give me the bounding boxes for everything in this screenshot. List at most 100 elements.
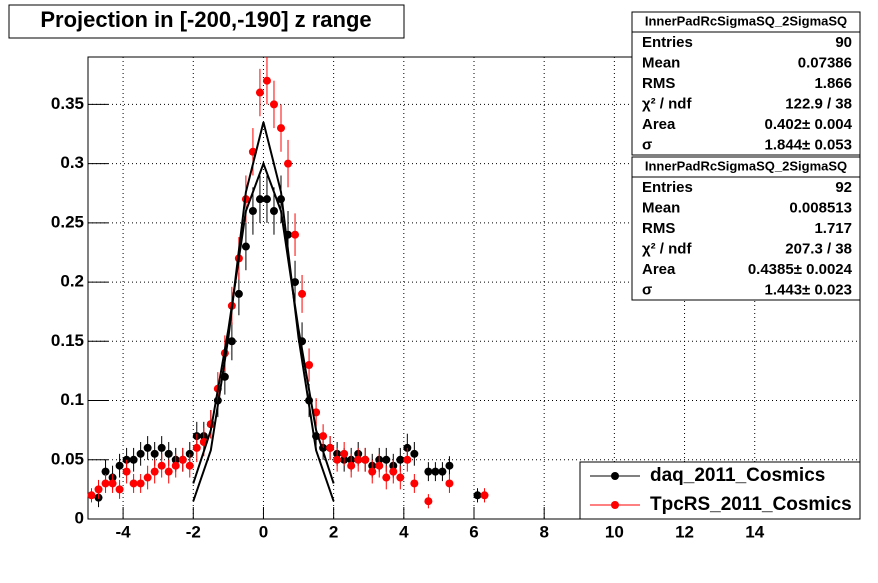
data-point bbox=[389, 467, 398, 476]
legend-box bbox=[579, 461, 861, 520]
data-point bbox=[284, 159, 293, 168]
data-point bbox=[157, 461, 166, 470]
fit-curve bbox=[192, 160, 335, 484]
chart-title: Projection in [-200,-190] z range bbox=[40, 7, 371, 32]
x-tick-label: -2 bbox=[186, 522, 201, 541]
data-point bbox=[164, 467, 173, 476]
stats-label: σ bbox=[642, 281, 652, 298]
stats-title: InnerPadRcSigmaSQ_2SigmaSQ bbox=[645, 158, 847, 173]
data-point bbox=[269, 100, 278, 109]
data-point bbox=[150, 449, 159, 458]
stats-value: 207.3 / 38 bbox=[785, 240, 852, 257]
data-point bbox=[115, 461, 124, 470]
data-point bbox=[403, 455, 412, 464]
data-point bbox=[227, 337, 236, 346]
data-point bbox=[164, 449, 173, 458]
x-tick-label: 8 bbox=[539, 522, 548, 541]
data-point bbox=[136, 479, 145, 488]
x-tick-label: 10 bbox=[605, 522, 624, 541]
x-tick-label: -4 bbox=[116, 522, 132, 541]
data-point bbox=[262, 195, 271, 204]
data-point bbox=[101, 479, 110, 488]
data-point bbox=[347, 461, 356, 470]
stats-value: 1.443± 0.023 bbox=[765, 281, 852, 298]
data-point bbox=[361, 455, 370, 464]
data-point bbox=[143, 443, 152, 452]
y-tick-label: 0.15 bbox=[51, 331, 84, 350]
data-point bbox=[255, 88, 264, 97]
data-point bbox=[382, 455, 391, 464]
stats-label: Mean bbox=[642, 54, 680, 71]
data-point bbox=[396, 455, 405, 464]
data-point bbox=[277, 124, 285, 133]
x-tick-label: 4 bbox=[399, 522, 409, 541]
data-point bbox=[438, 467, 447, 476]
data-point bbox=[248, 207, 257, 215]
data-point bbox=[108, 479, 117, 488]
data-point bbox=[319, 432, 328, 441]
stats-label: Area bbox=[642, 261, 676, 278]
stats-value: 0.07386 bbox=[798, 54, 852, 71]
data-point bbox=[115, 485, 124, 494]
stats-label: χ² / ndf bbox=[642, 240, 692, 257]
stats-label: Entries bbox=[642, 179, 693, 196]
data-point bbox=[129, 479, 138, 488]
legend-label: daq_2011_Cosmics bbox=[650, 465, 825, 486]
stats-value: 1.717 bbox=[814, 220, 852, 237]
data-point bbox=[480, 491, 489, 500]
data-point bbox=[241, 242, 250, 251]
title-box bbox=[8, 4, 405, 39]
data-point bbox=[255, 195, 264, 204]
stats-box bbox=[631, 156, 861, 301]
stats-label: Area bbox=[642, 116, 676, 133]
data-point bbox=[382, 473, 391, 482]
stats-value: 0.008513 bbox=[789, 199, 852, 216]
x-tick-label: 0 bbox=[259, 522, 268, 541]
data-point bbox=[424, 467, 433, 476]
data-point bbox=[291, 230, 300, 239]
y-tick-label: 0.2 bbox=[60, 272, 84, 291]
stats-value: 0.4385± 0.0024 bbox=[748, 261, 853, 278]
y-tick-label: 0.05 bbox=[51, 449, 84, 468]
data-point bbox=[445, 479, 454, 488]
data-point bbox=[473, 491, 482, 500]
data-point bbox=[143, 473, 152, 482]
stats-value: 92 bbox=[835, 179, 852, 196]
stats-label: Mean bbox=[642, 199, 680, 216]
data-point bbox=[431, 467, 440, 476]
data-point bbox=[333, 455, 342, 464]
y-tick-label: 0.25 bbox=[51, 212, 84, 231]
data-point bbox=[192, 443, 201, 452]
stats-box bbox=[631, 11, 861, 156]
data-point bbox=[340, 449, 349, 458]
data-point bbox=[101, 467, 110, 476]
data-point bbox=[185, 461, 194, 470]
y-tick-label: 0 bbox=[75, 508, 84, 527]
stats-value: 0.402± 0.004 bbox=[765, 116, 853, 133]
y-tick-label: 0.3 bbox=[60, 153, 84, 172]
data-point bbox=[262, 76, 271, 85]
data-point bbox=[150, 467, 159, 476]
x-tick-label: 12 bbox=[675, 522, 694, 541]
data-point bbox=[94, 485, 103, 494]
stats-label: Entries bbox=[642, 34, 693, 51]
x-tick-label: 14 bbox=[745, 522, 764, 541]
data-point bbox=[298, 289, 307, 298]
data-point bbox=[410, 479, 419, 488]
stats-value: 122.9 / 38 bbox=[785, 95, 852, 112]
data-point bbox=[445, 461, 454, 470]
stats-title: InnerPadRcSigmaSQ_2SigmaSQ bbox=[645, 13, 847, 28]
data-point bbox=[157, 443, 166, 452]
data-point bbox=[87, 491, 96, 500]
data-point bbox=[171, 461, 180, 470]
stats-value: 1.844± 0.053 bbox=[765, 136, 852, 153]
fit-curve bbox=[192, 121, 335, 502]
data-point bbox=[410, 449, 419, 458]
data-point bbox=[396, 473, 405, 482]
data-point bbox=[375, 461, 384, 470]
legend-marker bbox=[611, 472, 619, 480]
legend-marker bbox=[611, 501, 619, 509]
data-point bbox=[136, 449, 145, 458]
data-point bbox=[122, 467, 131, 476]
